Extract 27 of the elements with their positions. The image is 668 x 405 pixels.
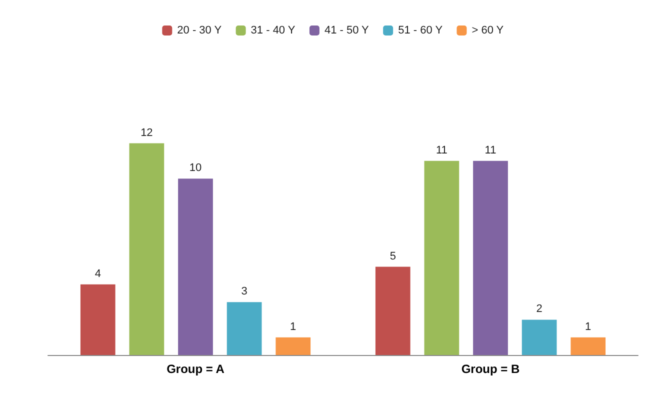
data-label: 1 bbox=[585, 320, 592, 333]
x-tick-label: Group = B bbox=[461, 362, 520, 376]
bar bbox=[522, 320, 557, 355]
bar bbox=[424, 160, 460, 355]
data-label: 2 bbox=[536, 303, 542, 316]
data-label: 10 bbox=[189, 162, 202, 174]
data-label: 11 bbox=[484, 144, 496, 156]
legend-label: 31 - 40 Y bbox=[250, 24, 296, 36]
bar bbox=[375, 266, 410, 355]
x-tick-label: Group = A bbox=[166, 362, 225, 376]
bar bbox=[80, 284, 116, 355]
data-label: 4 bbox=[94, 268, 101, 280]
data-label: 12 bbox=[140, 126, 153, 139]
bar bbox=[570, 337, 606, 355]
data-label: 1 bbox=[290, 320, 296, 333]
bar bbox=[473, 160, 508, 355]
data-label: 3 bbox=[241, 286, 248, 298]
legend-label: > 60 Y bbox=[472, 24, 504, 36]
data-label: 11 bbox=[436, 144, 448, 156]
bar bbox=[129, 143, 164, 355]
bar bbox=[276, 337, 311, 355]
legend-label: 20 - 30 Y bbox=[177, 24, 222, 36]
legend-label: 41 - 50 Y bbox=[324, 24, 370, 36]
bar bbox=[178, 178, 213, 355]
legend-label: 51 - 60 Y bbox=[398, 24, 444, 36]
bar bbox=[226, 302, 262, 355]
data-label: 5 bbox=[390, 250, 396, 262]
